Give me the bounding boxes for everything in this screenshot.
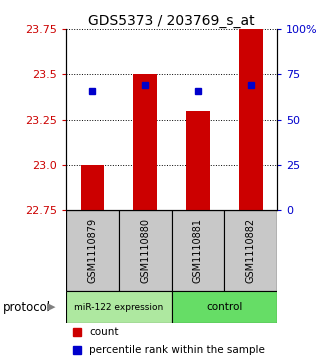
Text: GSM1110879: GSM1110879 <box>87 218 97 283</box>
Bar <box>119 210 172 291</box>
Text: control: control <box>206 302 243 312</box>
Bar <box>81 165 104 210</box>
Bar <box>66 210 119 291</box>
Text: percentile rank within the sample: percentile rank within the sample <box>89 345 265 355</box>
Text: ▶: ▶ <box>47 302 55 312</box>
Bar <box>172 210 224 291</box>
Text: miR-122 expression: miR-122 expression <box>74 302 163 311</box>
Text: protocol: protocol <box>3 301 51 314</box>
Text: GSM1110881: GSM1110881 <box>193 218 203 283</box>
Title: GDS5373 / 203769_s_at: GDS5373 / 203769_s_at <box>88 14 255 28</box>
Bar <box>239 29 263 210</box>
Bar <box>133 74 157 210</box>
Bar <box>186 111 210 210</box>
Bar <box>66 291 172 323</box>
Bar <box>224 210 277 291</box>
Text: count: count <box>89 327 119 337</box>
Bar <box>172 291 277 323</box>
Text: GSM1110880: GSM1110880 <box>140 218 150 283</box>
Text: GSM1110882: GSM1110882 <box>246 218 256 283</box>
